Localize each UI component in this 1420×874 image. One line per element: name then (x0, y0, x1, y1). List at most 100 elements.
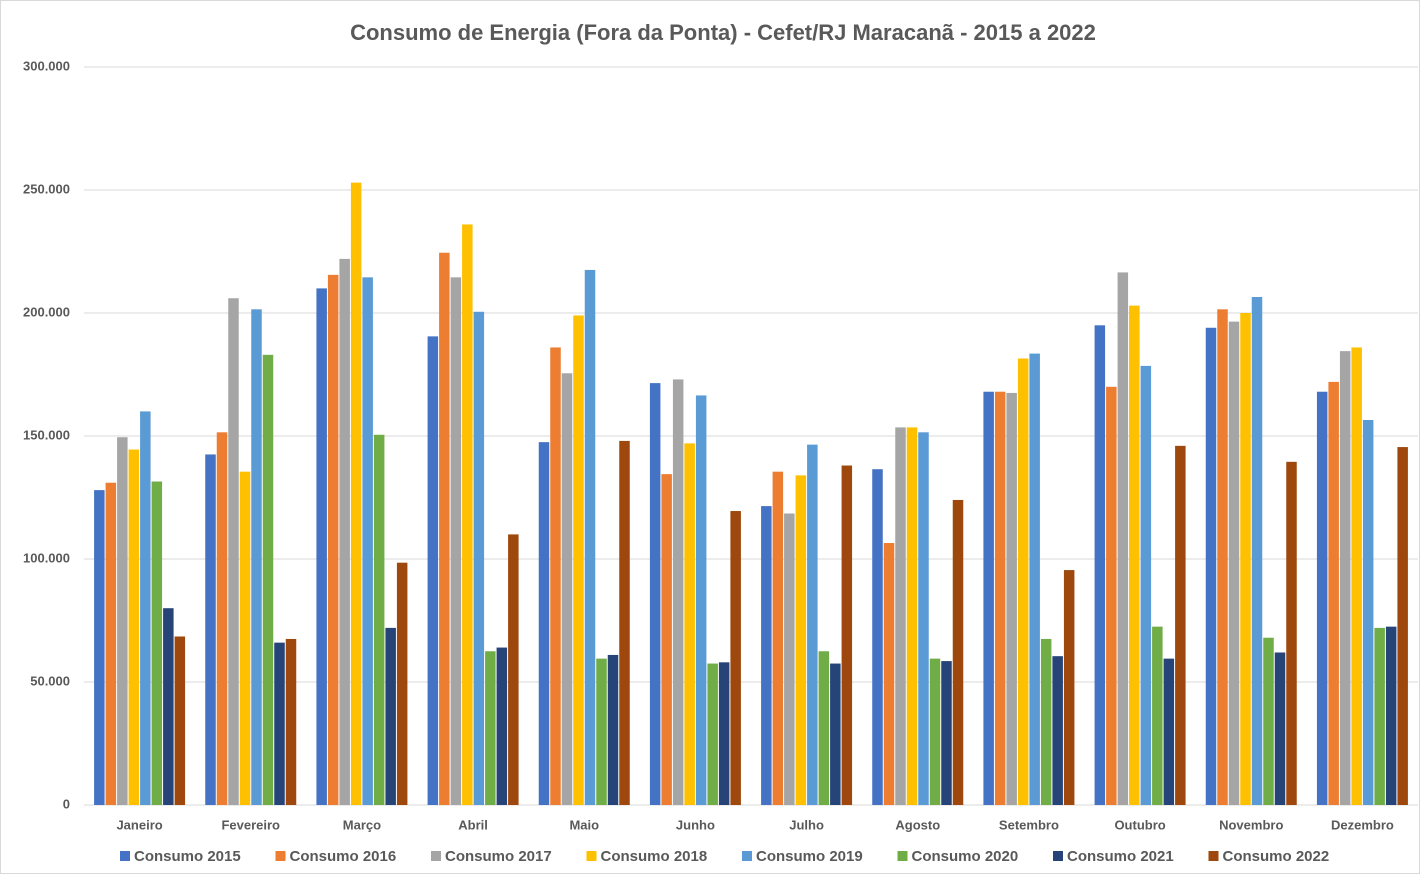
legend-label: Consumo 2017 (445, 848, 552, 865)
bar (396, 562, 408, 805)
bar (1274, 652, 1286, 805)
y-tick-label: 300.000 (23, 58, 70, 73)
bar (1006, 392, 1017, 805)
bar (818, 651, 830, 805)
bar (316, 288, 327, 805)
bar (94, 490, 105, 805)
bar (661, 474, 672, 805)
y-tick-label: 0 (63, 796, 70, 811)
bar (983, 391, 994, 805)
bar (1339, 351, 1351, 805)
bar (830, 663, 841, 805)
bar (117, 437, 128, 805)
bar (450, 277, 462, 806)
bar (1205, 327, 1217, 805)
bar (1040, 638, 1052, 805)
x-tick-label: Junho (676, 817, 715, 832)
bar (251, 309, 262, 805)
bar (1240, 313, 1251, 805)
bar (216, 432, 228, 805)
bar (128, 449, 140, 805)
bar (373, 434, 385, 805)
bar (1217, 309, 1228, 805)
legend-label: Consumo 2016 (290, 848, 397, 865)
bar (684, 443, 695, 805)
bar (895, 427, 906, 805)
bar (906, 427, 918, 805)
bar (929, 658, 941, 805)
bar (1094, 325, 1106, 805)
bar (672, 379, 684, 805)
x-tick-label: Janeiro (116, 817, 162, 832)
bar (496, 647, 508, 805)
x-tick-label: Outubro (1114, 817, 1165, 832)
bar (761, 506, 772, 805)
bar (262, 354, 274, 805)
bar (841, 465, 853, 805)
bar (1175, 445, 1186, 805)
bar (105, 482, 117, 805)
x-tick-label: Setembro (999, 817, 1059, 832)
y-tick-label: 100.000 (23, 550, 70, 565)
bar (228, 298, 239, 805)
legend-label: Consumo 2021 (1067, 848, 1174, 865)
bar (807, 444, 818, 805)
x-tick-label: Agosto (895, 817, 940, 832)
bar (1263, 637, 1274, 805)
legend-swatch (1053, 851, 1063, 861)
bar (427, 336, 439, 805)
bar (538, 442, 550, 805)
bar (584, 269, 596, 805)
legend-label: Consumo 2022 (1223, 848, 1330, 865)
bar (619, 440, 630, 805)
bar (695, 395, 707, 805)
bar (1117, 272, 1129, 805)
x-tick-label: Fevereiro (221, 817, 280, 832)
bar (439, 252, 450, 806)
legend-label: Consumo 2019 (756, 848, 863, 865)
bar (485, 651, 496, 805)
x-tick-label: Novembro (1219, 817, 1283, 832)
bar (883, 543, 895, 805)
bar (1251, 297, 1263, 805)
bar (140, 411, 151, 805)
legend-swatch (897, 851, 908, 861)
bar (285, 638, 297, 805)
bar (274, 642, 285, 805)
bar (1052, 656, 1063, 805)
bar (952, 499, 964, 805)
bar (596, 658, 607, 805)
bar (795, 475, 807, 805)
bar (730, 511, 741, 805)
legend-swatch (1208, 851, 1219, 861)
bar (1228, 321, 1240, 805)
bar (385, 627, 396, 805)
y-tick-label: 250.000 (23, 181, 70, 196)
x-tick-label: Julho (789, 817, 824, 832)
x-tick-label: Abril (458, 817, 488, 832)
bar (327, 274, 339, 805)
bar (707, 663, 718, 805)
bar (362, 277, 373, 806)
bar (205, 454, 216, 805)
y-tick-label: 150.000 (23, 427, 70, 442)
legend-label: Consumo 2020 (912, 848, 1019, 865)
legend-label: Consumo 2015 (134, 848, 241, 865)
legend-swatch (120, 851, 130, 861)
bar (1351, 347, 1362, 805)
bar (1316, 391, 1328, 805)
bar (508, 534, 519, 805)
bar (1152, 626, 1163, 805)
legend-swatch (275, 851, 286, 861)
bar (339, 258, 350, 805)
bar (649, 383, 661, 805)
bar (239, 471, 251, 805)
bar (1063, 570, 1075, 805)
x-tick-label: Maio (569, 817, 599, 832)
bar (573, 315, 584, 805)
bar (718, 662, 730, 805)
legend-swatch (586, 851, 597, 861)
bar (1029, 353, 1040, 805)
bar (918, 432, 929, 805)
bar (1286, 461, 1297, 805)
